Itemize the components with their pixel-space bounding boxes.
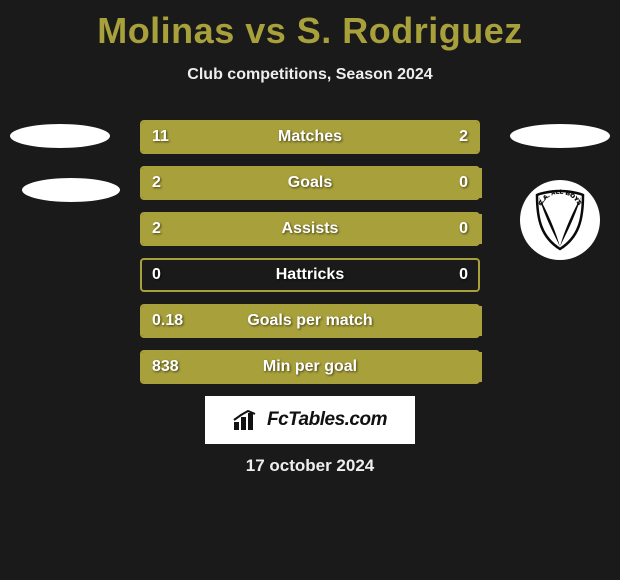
team-badge-right-1 xyxy=(510,124,610,148)
brand-badge: FcTables.com xyxy=(205,396,415,444)
stat-row: 20Assists xyxy=(140,212,480,246)
stat-row: 838Min per goal xyxy=(140,350,480,384)
stat-label: Goals per match xyxy=(142,306,478,336)
stat-label: Assists xyxy=(142,214,478,244)
stat-row: 0.18Goals per match xyxy=(140,304,480,338)
club-shield-icon: C.A. ALL BOYS C.A. ALL BOYS xyxy=(533,189,587,251)
team-badge-left-2 xyxy=(22,178,120,202)
club-badge-allboys: C.A. ALL BOYS C.A. ALL BOYS xyxy=(520,180,600,260)
page-subtitle: Club competitions, Season 2024 xyxy=(0,66,620,84)
stat-label: Goals xyxy=(142,168,478,198)
stats-container: 112Matches 20Goals 20Assists 00Hattricks 0.1… xyxy=(140,120,480,396)
stat-label: Hattricks xyxy=(142,260,478,290)
stat-label: Matches xyxy=(142,122,478,152)
stat-row: 112Matches xyxy=(140,120,480,154)
stat-row: 00Hattricks xyxy=(140,258,480,292)
stat-row: 20Goals xyxy=(140,166,480,200)
brand-chart-icon xyxy=(233,410,261,430)
brand-text: FcTables.com xyxy=(267,409,387,431)
footer-date: 17 october 2024 xyxy=(0,456,620,476)
page-title: Molinas vs S. Rodriguez xyxy=(0,0,620,52)
stat-label: Min per goal xyxy=(142,352,478,382)
team-badge-left-1 xyxy=(10,124,110,148)
